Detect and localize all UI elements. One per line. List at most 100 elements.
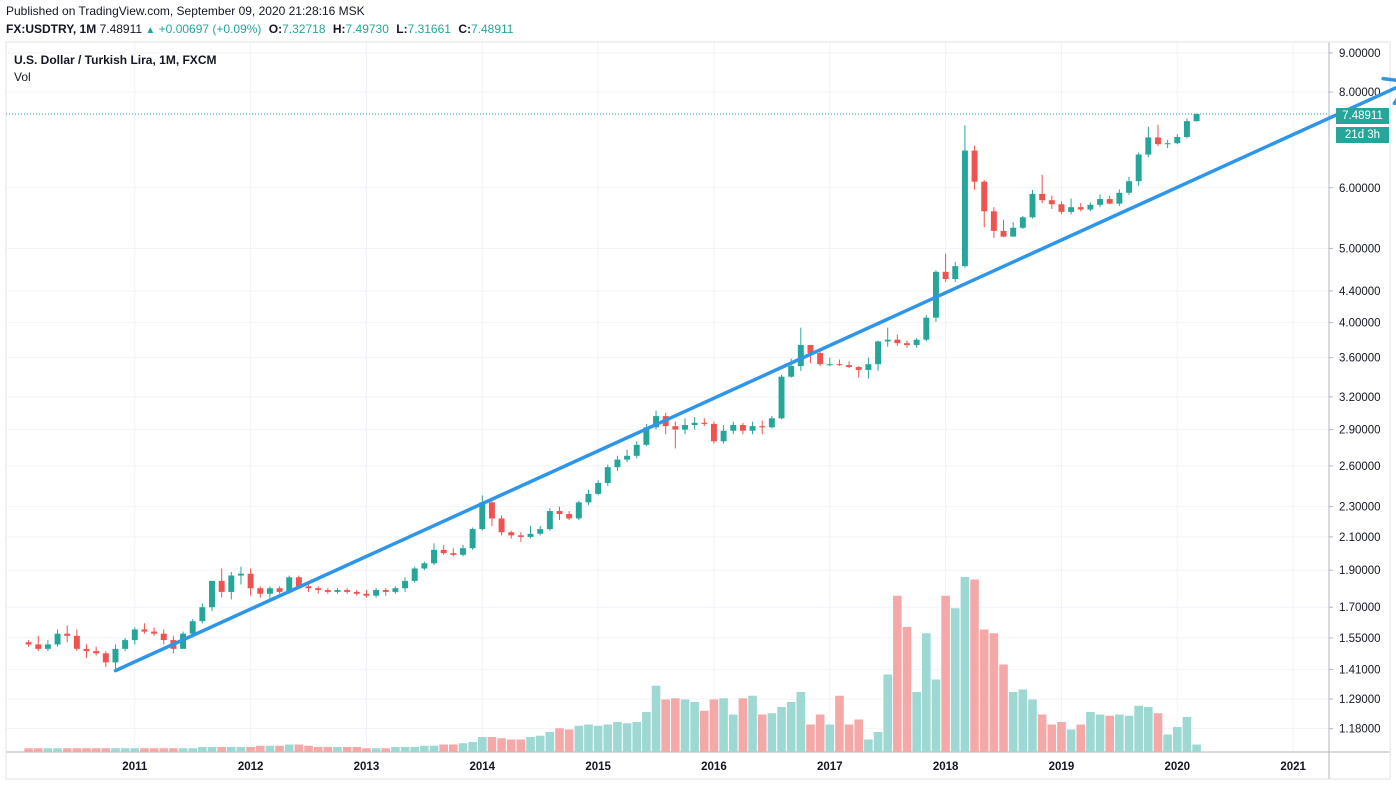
candle-body	[701, 422, 708, 424]
candle-body	[54, 633, 61, 645]
candle-body	[324, 590, 331, 592]
volume-bar	[777, 707, 786, 752]
volume-bar	[1115, 714, 1124, 752]
x-tick-label: 2018	[933, 761, 959, 773]
x-tick-label: 2020	[1164, 761, 1190, 773]
volume-bar	[381, 748, 391, 752]
candle-body	[344, 590, 351, 592]
candle-body	[517, 535, 524, 537]
volume-bar	[564, 729, 574, 752]
candle-body	[595, 482, 602, 494]
candle-body	[402, 580, 409, 589]
candle-body	[35, 644, 42, 649]
volume-bar	[169, 748, 178, 752]
candle-body	[585, 493, 592, 503]
candle-body	[942, 271, 949, 280]
volume-bar	[806, 724, 815, 752]
candle-body	[566, 513, 573, 519]
volume-bar	[24, 748, 33, 752]
y-tick-label: 2.30000	[1339, 502, 1381, 514]
candle-body	[1039, 193, 1046, 201]
volume-bar	[246, 747, 255, 752]
candle-body	[932, 271, 939, 318]
candle-body	[1048, 200, 1055, 205]
candle-body	[537, 529, 544, 534]
candle-body	[884, 339, 891, 342]
candle-body	[672, 426, 679, 430]
volume-bar	[1037, 714, 1047, 752]
y-tick-label: 1.55000	[1339, 633, 1381, 645]
candle-body	[450, 553, 457, 555]
x-tick-label: 2017	[817, 761, 843, 773]
candle-body	[875, 341, 882, 365]
candle-body	[257, 588, 264, 594]
symbol-label[interactable]: FX:USDTRY, 1M	[6, 22, 97, 36]
candle-body	[1077, 207, 1084, 210]
volume-bar	[767, 713, 777, 752]
price-change: +0.00697 (+0.09%)	[158, 22, 262, 36]
volume-bar	[1153, 713, 1163, 752]
candle-body	[1106, 199, 1113, 204]
volume-bar	[43, 748, 53, 752]
candle-body	[710, 423, 717, 442]
candle-body	[836, 364, 843, 366]
candle-body	[739, 425, 746, 431]
candle-body	[83, 648, 90, 652]
volume-bar	[1172, 727, 1182, 752]
candle-body	[334, 590, 341, 592]
high-label: H:	[332, 22, 346, 36]
volume-bar	[458, 743, 468, 752]
volume-bar	[294, 744, 304, 752]
candle-body	[73, 635, 80, 649]
candle-body	[527, 533, 534, 537]
volume-bar	[1086, 712, 1095, 752]
volume-bar	[1182, 717, 1192, 752]
volume-bar	[699, 710, 709, 752]
candle-body	[353, 591, 360, 594]
volume-bar	[1105, 715, 1115, 752]
volume-bar	[497, 738, 506, 752]
candle-body	[237, 573, 244, 576]
volume-bar	[622, 723, 632, 752]
candle-body	[44, 644, 51, 649]
candle-body	[315, 588, 322, 591]
volume-bar	[535, 735, 545, 752]
candle-body	[1097, 199, 1104, 205]
close-value: 7.48911	[470, 22, 514, 36]
candle-body	[720, 430, 727, 442]
volume-bar	[323, 747, 333, 752]
volume-bar	[82, 748, 91, 752]
candle-body	[1193, 113, 1200, 122]
last-price: 7.48911	[99, 22, 143, 36]
candle-body	[392, 588, 399, 592]
up-arrow-icon: ▲	[145, 25, 156, 36]
candle-body	[1019, 217, 1026, 228]
candle-body	[624, 455, 631, 460]
volume-bar	[159, 748, 169, 752]
y-tick-label: 3.20000	[1339, 392, 1381, 404]
volume-bar	[449, 744, 458, 752]
volume-bar	[970, 579, 979, 752]
volume-bar	[91, 748, 101, 752]
x-tick-label: 2016	[701, 761, 727, 773]
volume-bar	[893, 595, 902, 752]
candle-body	[643, 427, 650, 445]
volume-bar	[352, 747, 362, 752]
volume-bar	[584, 724, 593, 752]
volume-bar	[632, 722, 642, 752]
volume-bar	[835, 695, 844, 752]
trendline	[113, 85, 1396, 673]
volume-bar	[227, 747, 236, 752]
candle-body	[826, 364, 833, 366]
close-label: C:	[458, 22, 471, 36]
volume-bar	[989, 633, 999, 752]
volume-bar	[236, 747, 246, 752]
candle-body	[382, 590, 389, 592]
candle-body	[730, 425, 737, 431]
candle-body	[1126, 181, 1132, 193]
candle-body	[961, 150, 968, 267]
volume-bar	[786, 702, 796, 752]
volume-bar	[825, 724, 835, 752]
candle-body	[479, 502, 486, 530]
